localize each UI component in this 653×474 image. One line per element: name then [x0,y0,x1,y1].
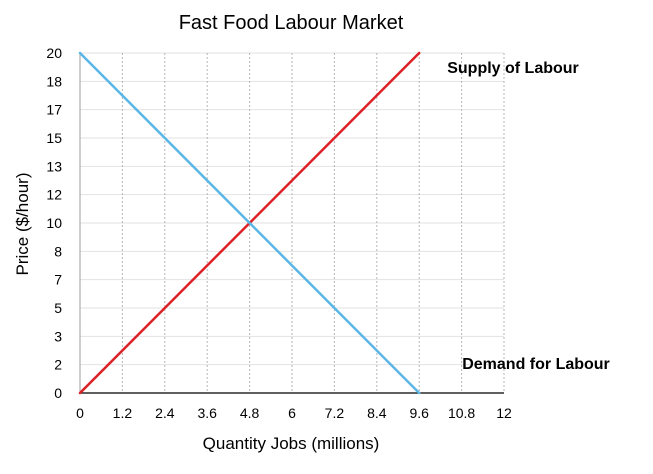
x-tick-label: 3.6 [197,405,217,421]
y-tick-label: 3 [54,328,62,344]
x-tick-label: 8.4 [367,405,387,421]
grid [80,52,505,393]
y-axis-label: Price ($/hour) [13,173,32,276]
y-tick-label: 15 [46,130,62,146]
y-tick-label: 20 [46,45,62,61]
y-tick-label: 5 [54,300,62,316]
y-tick-label: 0 [54,385,62,401]
x-tick-label: 2.4 [155,405,175,421]
y-tick-label: 8 [54,243,62,259]
x-tick-label: 1.2 [113,405,133,421]
y-tick-label: 13 [46,158,62,174]
chart-title: Fast Food Labour Market [179,12,404,34]
x-axis-label: Quantity Jobs (millions) [203,434,380,453]
demand-line [78,51,421,395]
y-tick-labels: 0 2 3 5 7 8 10 12 13 15 17 18 20 [46,45,62,401]
x-tick-label: 10.8 [448,405,475,421]
axes [79,53,504,394]
y-tick-label: 2 [54,357,62,373]
x-tick-label: 9.6 [409,405,429,421]
supply-series-label: Supply of Labour [447,60,579,77]
series-lines [78,51,421,395]
demand-series-label: Demand for Labour [462,356,610,373]
x-tick-labels: 0 1.2 2.4 3.6 4.8 6 7.2 8.4 9.6 10.8 12 [76,405,512,421]
y-tick-label: 18 [46,73,62,89]
y-tick-label: 12 [46,187,62,203]
x-tick-label: 6 [288,405,296,421]
y-tick-label: 7 [54,272,62,288]
x-tick-label: 7.2 [325,405,345,421]
y-tick-label: 17 [46,102,62,118]
y-tick-label: 10 [46,215,62,231]
x-tick-label: 0 [76,405,84,421]
x-tick-label: 4.8 [240,405,260,421]
x-tick-label: 12 [496,405,512,421]
